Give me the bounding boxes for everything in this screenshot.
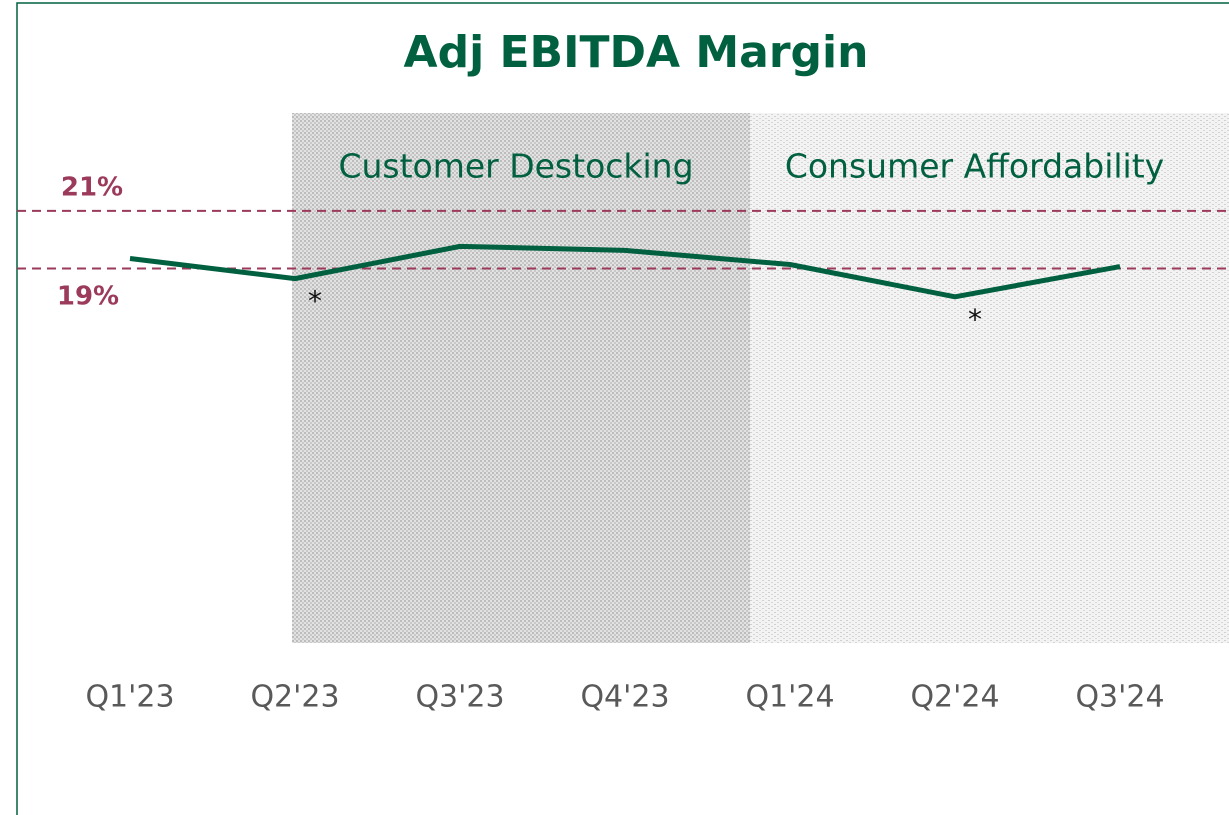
x-tick-label: Q3'24 [1075,680,1164,715]
region-label: Customer Destocking [338,147,693,186]
x-tick-label: Q3'23 [415,680,504,715]
annotation: * [308,285,322,318]
region-shade [292,113,750,643]
x-tick-label: Q2'24 [910,680,999,715]
chart-title: Adj EBITDA Margin [404,27,869,78]
frame [16,2,1229,815]
region-shade [750,113,1229,643]
x-tick-label: Q1'23 [85,680,174,715]
x-tick-label: Q2'23 [250,680,339,715]
x-tick-label: Q4'23 [580,680,669,715]
data-line [129,243,1121,300]
x-tick-label: Q1'24 [745,680,834,715]
annotation: * [968,303,982,336]
reference-label: 21% [61,173,123,203]
region-label: Consumer Affordability [785,147,1164,186]
reference-label: 19% [57,282,119,312]
